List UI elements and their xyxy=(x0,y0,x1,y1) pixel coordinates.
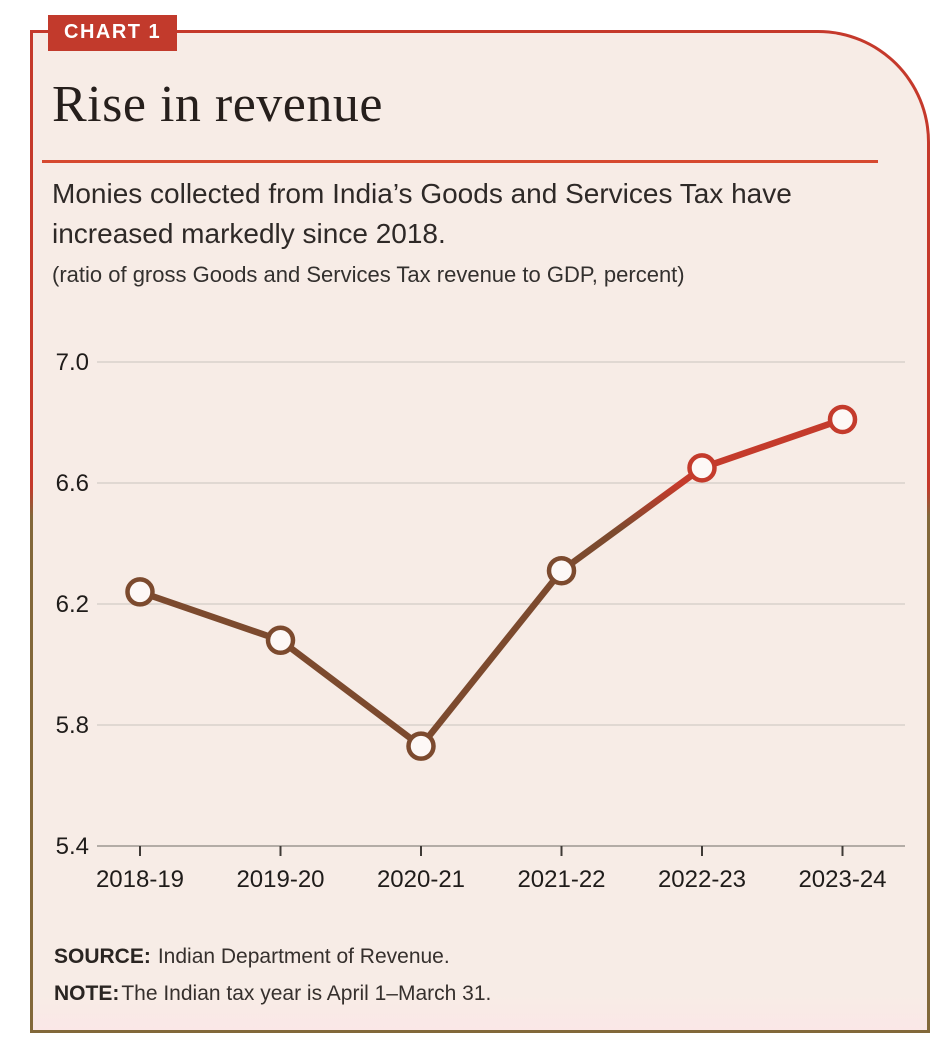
data-point-2021-22 xyxy=(546,555,577,586)
data-point-2022-23 xyxy=(687,453,717,483)
x-tick-label: 2020-21 xyxy=(377,866,465,893)
data-point-2019-20 xyxy=(265,625,296,656)
chart-number-badge: CHART 1 xyxy=(48,15,178,51)
chart-title: Rise in revenue xyxy=(52,76,383,133)
source-text: Indian Department of Revenue. xyxy=(157,945,450,968)
title-divider-rule xyxy=(42,160,878,163)
note-label: NOTE: xyxy=(54,982,120,1005)
gridlines-layer xyxy=(97,361,905,847)
y-tick-label: 7.0 xyxy=(56,349,89,376)
note-line: NOTE:The Indian tax year is April 1–Marc… xyxy=(54,982,491,1006)
source-line: SOURCE: Indian Department of Revenue. xyxy=(54,945,491,969)
y-tick-label: 5.4 xyxy=(56,833,89,860)
x-tick-label: 2022-23 xyxy=(658,866,746,893)
x-tick-label: 2023-24 xyxy=(798,866,886,893)
gst-line-chart: 7.0 6.6 6.2 5.8 5.4 2018-19 2019-20 2020-21 2021… xyxy=(56,349,905,893)
chart-unit-note: (ratio of gross Goods and Services Tax r… xyxy=(52,262,685,287)
note-text: The Indian tax year is April 1–March 31. xyxy=(121,982,492,1005)
axis-labels-layer: 7.0 6.6 6.2 5.8 5.4 2018-19 2019-20 2020-21 2021… xyxy=(56,349,887,893)
source-label: SOURCE: xyxy=(54,945,151,968)
series-layer xyxy=(125,404,858,761)
x-tick-label: 2021-22 xyxy=(517,866,605,893)
chart-card: CHART 1 Rise in revenue Monies collected… xyxy=(30,15,930,1033)
chart-card-body: Rise in revenue Monies collected from In… xyxy=(33,33,927,1030)
y-tick-label: 6.6 xyxy=(56,470,89,497)
data-point-2023-24 xyxy=(827,404,858,435)
chart-subtitle: Monies collected from India’s Goods and … xyxy=(52,178,792,249)
data-point-2018-19 xyxy=(125,577,155,607)
chart-footer: SOURCE: Indian Department of Revenue. NOT… xyxy=(54,945,491,1019)
x-tick-label: 2018-19 xyxy=(96,866,184,893)
y-tick-label: 6.2 xyxy=(56,591,89,618)
revenue-line xyxy=(136,416,846,750)
y-tick-label: 5.8 xyxy=(56,712,89,739)
data-point-2020-21 xyxy=(406,731,436,761)
x-tick-label: 2019-20 xyxy=(236,866,324,893)
